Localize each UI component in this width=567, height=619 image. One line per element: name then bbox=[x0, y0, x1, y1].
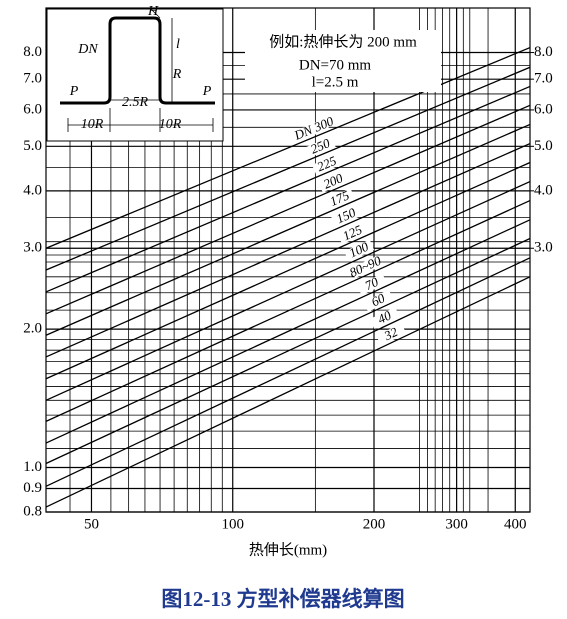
series-label-bg bbox=[363, 289, 394, 312]
y-tick-label: 1.0 bbox=[23, 459, 42, 475]
series-label-bg bbox=[376, 323, 407, 346]
series-line bbox=[46, 180, 530, 401]
series-line bbox=[46, 104, 530, 315]
annotation: 例如:热伸长为 200 mm bbox=[269, 33, 417, 50]
series-label: 60 bbox=[369, 290, 388, 309]
series-line bbox=[46, 142, 530, 358]
series-label-bg bbox=[344, 239, 375, 262]
series-label-bg bbox=[356, 273, 387, 296]
y-tick-label: 2.0 bbox=[23, 321, 42, 337]
series-label: 100 bbox=[347, 239, 371, 261]
y-tick-label: 0.8 bbox=[23, 503, 42, 519]
series-label: 200 bbox=[321, 170, 345, 192]
series-line bbox=[46, 123, 530, 336]
inset-label: P bbox=[69, 84, 79, 99]
x-tick-label: 300 bbox=[445, 516, 468, 532]
series-label-bg bbox=[299, 118, 330, 140]
dimension-lines bbox=[67, 7, 214, 132]
series-label: 250 bbox=[308, 135, 332, 157]
series-label-bg bbox=[305, 136, 336, 158]
x-axis-label: 热伸长(mm) bbox=[249, 541, 327, 558]
x-tick-label: 200 bbox=[363, 516, 386, 532]
y2-tick-label: 6.0 bbox=[534, 101, 553, 117]
y-tick-label: 7.0 bbox=[23, 71, 42, 87]
inset-label: 2.5R bbox=[122, 95, 149, 110]
series-label-bg bbox=[318, 171, 349, 193]
inset-label: 10R bbox=[159, 117, 182, 132]
y-tick-label: 3.0 bbox=[23, 240, 42, 256]
series-label: 32 bbox=[381, 324, 401, 344]
inset-label: R bbox=[172, 67, 182, 82]
example-bg bbox=[245, 30, 441, 92]
y-tick-label: 0.9 bbox=[23, 480, 42, 496]
y-tick-label: 5.0 bbox=[23, 138, 42, 154]
inset-box bbox=[46, 8, 224, 142]
series-line bbox=[46, 46, 530, 249]
series-label-bg bbox=[350, 256, 381, 279]
x-tick-label: 50 bbox=[84, 516, 99, 532]
series-label: 125 bbox=[340, 222, 364, 244]
series-label: 225 bbox=[315, 153, 339, 175]
series-line bbox=[46, 276, 530, 508]
inset-label: l bbox=[176, 37, 180, 52]
y2-tick-label: 3.0 bbox=[534, 240, 553, 256]
series-label: 175 bbox=[328, 187, 352, 209]
series-line bbox=[46, 257, 530, 487]
series-label-bg bbox=[311, 153, 343, 176]
series-line bbox=[46, 219, 530, 444]
y-tick-label: 8.0 bbox=[23, 44, 42, 60]
y2-tick-label: 8.0 bbox=[534, 44, 553, 60]
annotation: DN=70 mm bbox=[299, 57, 372, 73]
inset-label: P bbox=[202, 84, 212, 99]
y2-tick-label: 5.0 bbox=[534, 138, 553, 154]
pipe bbox=[60, 16, 215, 105]
inset-label: DN bbox=[77, 42, 98, 57]
series-line bbox=[46, 237, 530, 465]
series-line bbox=[46, 66, 530, 271]
series-line bbox=[46, 199, 530, 422]
x-tick-label: 400 bbox=[504, 516, 527, 532]
series-label: 70 bbox=[363, 274, 382, 293]
example-box: 例如:热伸长为 200 mm DN=70 mm l=2.5 m bbox=[245, 30, 441, 92]
x-tick-label: 100 bbox=[221, 516, 244, 532]
lines bbox=[46, 46, 530, 508]
inset: H DN l R P P 2.5R 10R 10R bbox=[46, 4, 224, 142]
series-label-bg bbox=[324, 188, 355, 210]
inset-label: 10R bbox=[81, 117, 104, 132]
plot-frame bbox=[45, 7, 531, 513]
series-label-bg bbox=[369, 307, 400, 329]
series-label-bg bbox=[331, 205, 362, 228]
inset-label: H bbox=[147, 4, 159, 19]
series-label-bg bbox=[337, 222, 368, 245]
series-line bbox=[46, 161, 530, 380]
series-label: 150 bbox=[334, 204, 358, 226]
y2-tick-label: 4.0 bbox=[534, 182, 553, 198]
annotation: l=2.5 m bbox=[312, 74, 359, 90]
y2-tick-label: 7.0 bbox=[534, 71, 553, 87]
y-tick-label: 4.0 bbox=[23, 182, 42, 198]
y-tick-label: 6.0 bbox=[23, 101, 42, 117]
chart-title: 图12-13 方型补偿器线算图 bbox=[161, 587, 404, 611]
series-line bbox=[46, 85, 530, 293]
